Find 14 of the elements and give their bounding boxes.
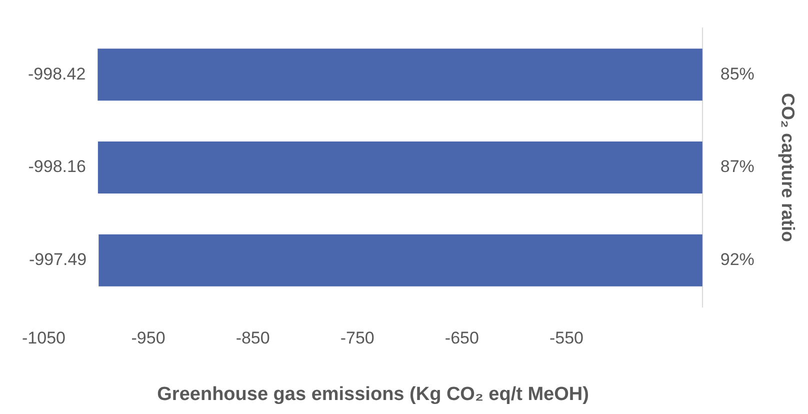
- data-label: -997.49: [28, 250, 87, 270]
- data-label: -998.42: [28, 64, 86, 84]
- x-tick-label: -1050: [22, 328, 66, 348]
- x-tick-label: -750: [340, 328, 374, 348]
- x-tick-label: -650: [444, 328, 479, 348]
- data-label: -998.16: [28, 157, 86, 176]
- y-tick-label: 87%: [720, 157, 754, 176]
- x-tick-label: -850: [236, 328, 270, 348]
- y-tick-label: 92%: [720, 250, 754, 270]
- x-tick-label: -550: [549, 328, 584, 348]
- y-tick-label: 85%: [720, 64, 754, 84]
- x-axis-title: Greenhouse gas emissions (Kg CO₂ eq/t MeOH): [157, 384, 589, 405]
- x-tick-label: -950: [131, 328, 166, 348]
- y2-axis-title: CO₂ capture ratio: [778, 92, 798, 242]
